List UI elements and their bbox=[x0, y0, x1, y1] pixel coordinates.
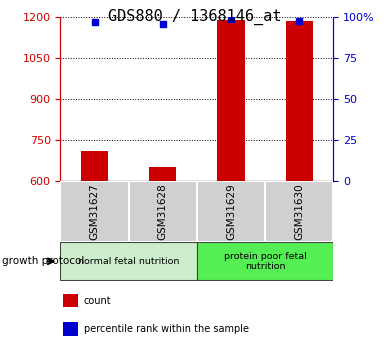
Bar bbox=[63, 294, 78, 307]
Text: GSM31627: GSM31627 bbox=[90, 183, 99, 240]
Point bbox=[91, 19, 98, 25]
Text: protein poor fetal
nutrition: protein poor fetal nutrition bbox=[224, 252, 307, 271]
Text: GSM31628: GSM31628 bbox=[158, 183, 168, 240]
Text: GDS880 / 1368146_at: GDS880 / 1368146_at bbox=[108, 9, 282, 25]
Bar bbox=[285, 21, 313, 181]
Bar bbox=[129, 181, 197, 241]
Text: GSM31630: GSM31630 bbox=[294, 183, 304, 239]
Point bbox=[296, 18, 303, 23]
Text: GSM31629: GSM31629 bbox=[226, 183, 236, 240]
Bar bbox=[149, 167, 177, 181]
Point bbox=[228, 16, 234, 22]
Bar bbox=[218, 20, 245, 181]
Bar bbox=[60, 242, 197, 280]
Bar bbox=[265, 181, 333, 241]
Text: count: count bbox=[83, 296, 111, 306]
Bar bbox=[60, 181, 129, 241]
Bar bbox=[81, 151, 108, 181]
Bar bbox=[197, 181, 265, 241]
Bar bbox=[197, 242, 333, 280]
Bar bbox=[63, 322, 78, 336]
Point bbox=[160, 21, 166, 27]
Text: normal fetal nutrition: normal fetal nutrition bbox=[78, 257, 179, 266]
Text: percentile rank within the sample: percentile rank within the sample bbox=[83, 324, 249, 334]
Text: growth protocol: growth protocol bbox=[2, 256, 84, 266]
